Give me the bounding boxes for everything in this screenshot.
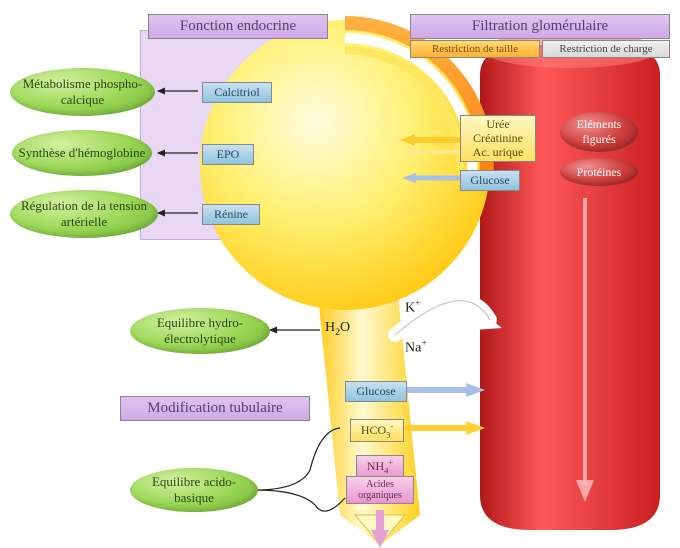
renine-label: Rénine (202, 204, 260, 225)
tension-oval: Régulation de la tension artérielle (10, 190, 158, 238)
nh4-label: NH4+ (356, 455, 404, 478)
elements-oval: Eléments figurés (560, 112, 638, 152)
hco3-label: HCO3- (350, 419, 404, 442)
calcitriol-label: Calcitriol (202, 82, 272, 103)
na-ion-text: Na+ (405, 338, 427, 357)
glucose-tubular-label: Glucose (345, 381, 407, 402)
tubular-header: Modification tubulaire (120, 396, 310, 421)
proteins-oval: Protéines (560, 158, 638, 186)
hydro-oval: Equilibre hydro-électrolytique (130, 308, 270, 354)
phospho-oval: Métabolisme phospho-calcique (10, 68, 155, 116)
charge-restriction-header: Restriction de charge (542, 40, 670, 58)
glucose-filtrate-label: Glucose (460, 170, 520, 191)
uric-text: Ac. urique (473, 145, 524, 159)
urea-creatinine-box: Urée Créatinine Ac. urique (460, 115, 536, 162)
k-ion-text: K+ (405, 298, 421, 317)
urea-text: Urée (486, 117, 509, 131)
creatinine-text: Créatinine (473, 131, 523, 145)
h2o-text: H2O (325, 320, 350, 338)
acido-oval: Equilibre acido-basique (130, 468, 258, 512)
hemoglobin-oval: Synthèse d'hémoglobine (12, 130, 152, 176)
acides-organiques-label: Acides organiques (346, 476, 414, 504)
endocrine-header: Fonction endocrine (148, 14, 328, 39)
glomerular-header: Filtration glomérulaire (410, 14, 670, 39)
epo-label: EPO (202, 144, 254, 165)
size-restriction-header: Restriction de taille (410, 40, 540, 58)
